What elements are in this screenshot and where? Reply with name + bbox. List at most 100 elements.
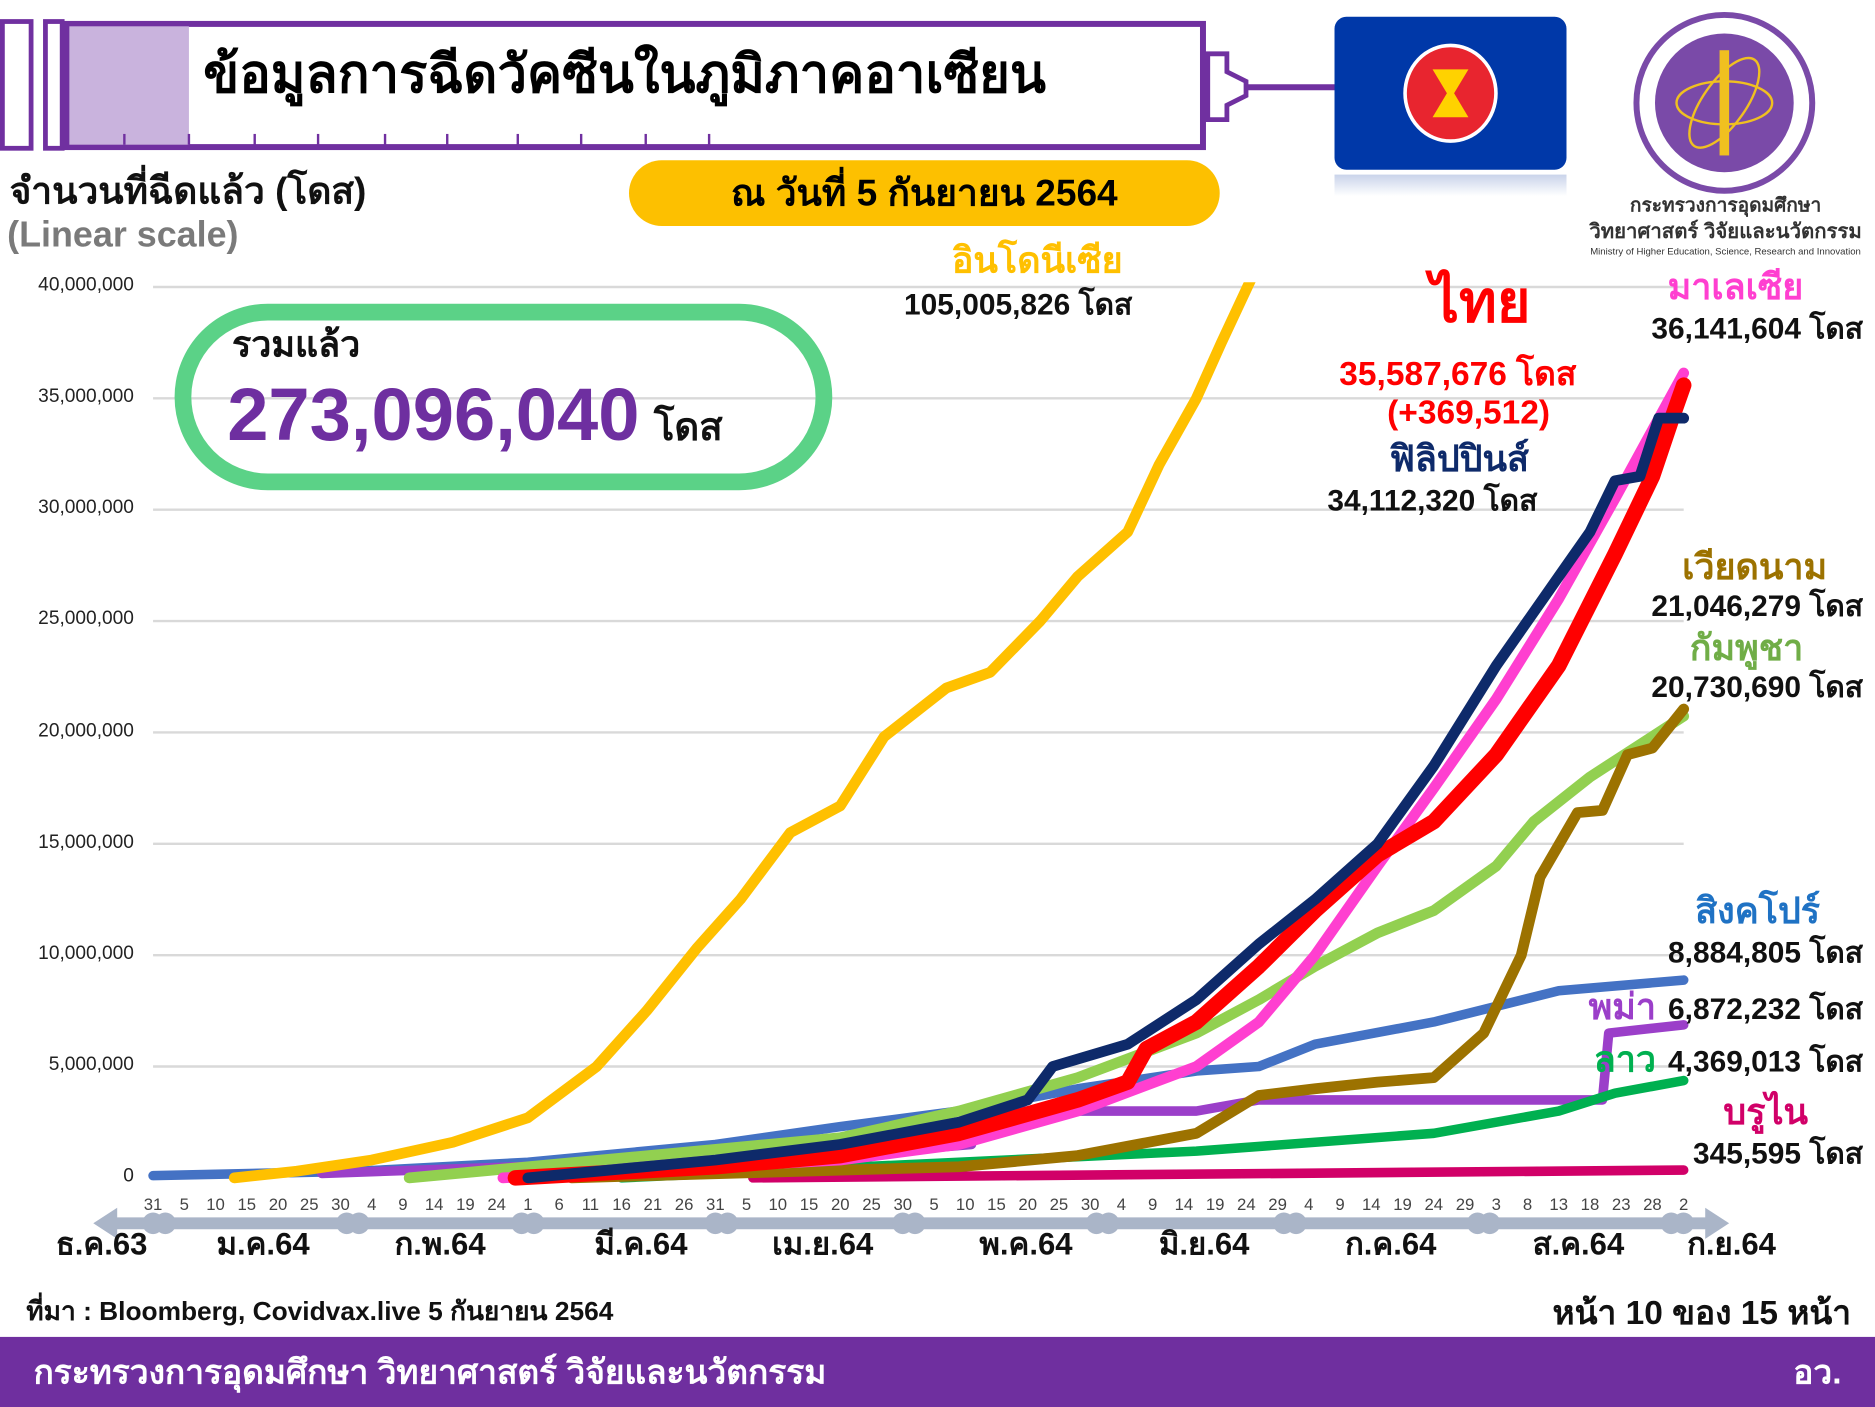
month-divider-dot: [348, 1212, 370, 1235]
day-tick-label: 31: [144, 1195, 163, 1214]
footer-org-short: อว.: [1793, 1353, 1842, 1391]
day-tick-label: 31: [706, 1195, 725, 1214]
month-label: มิ.ย.64: [1158, 1225, 1250, 1262]
label-brunei-value-row: 345,595 โดส: [1693, 1138, 1863, 1171]
label-laos-name: ลาว: [1593, 1040, 1657, 1080]
label-philippines-name: ฟิลิปปินส์: [1389, 440, 1529, 480]
series-line-vietnam: [566, 703, 1690, 1184]
month-label: ธ.ค.63: [55, 1225, 148, 1262]
label-indonesia-name: อินโดนีเซีย: [951, 241, 1123, 282]
month-divider-dot: [1097, 1212, 1120, 1235]
label-vietnam-name-row: เวียดนาม: [1682, 548, 1827, 587]
day-tick-label: 3: [1492, 1195, 1501, 1214]
day-tick-label: 16: [612, 1195, 631, 1214]
label-thailand-name: ไทย: [1430, 271, 1531, 335]
day-tick-label: 5: [180, 1195, 189, 1214]
series-line-cambodia: [403, 710, 1690, 1184]
month-label: ม.ค.64: [216, 1225, 310, 1262]
date-badge: ณ วันที่ 5 กันยายน 2564: [628, 160, 1220, 227]
month-divider-dot: [1672, 1212, 1695, 1235]
label-brunei-name-row: บรูไน: [1723, 1093, 1808, 1132]
label-philippines-value: 34,112,320 โดส: [1327, 484, 1538, 518]
day-tick-label: 14: [1362, 1195, 1381, 1214]
month-label: เม.ย.64: [772, 1225, 874, 1262]
day-tick-label: 25: [300, 1195, 319, 1214]
label-malaysia-name: มาเลเซีย: [1667, 267, 1804, 308]
footer-bar: [0, 1336, 1875, 1407]
page-title: ข้อมูลการฉีดวัคซีนในภูมิภาคอาเซียน: [203, 45, 1046, 105]
day-tick-label: 9: [1148, 1195, 1157, 1214]
ministry-name-th-1: กระทรวงการอุดมศึกษา: [1629, 196, 1822, 217]
label-singapore-name: สิงคโปร์: [1695, 892, 1821, 932]
day-tick-label: 25: [862, 1195, 881, 1214]
month-divider-dot: [1285, 1212, 1307, 1235]
day-tick-label: 30: [1081, 1195, 1100, 1214]
asean-flag: [1334, 16, 1567, 170]
timeline-arrow-right-icon: [1705, 1207, 1730, 1239]
label-malaysia-value-row: 36,141,604 โดส: [1651, 313, 1863, 346]
day-tick-label: 6: [554, 1195, 563, 1214]
day-tick-label: 15: [237, 1195, 256, 1214]
series-line-malaysia: [497, 367, 1690, 1184]
day-tick-label: 21: [644, 1195, 663, 1214]
label-laos-row: ลาว 4,369,013 โดส: [1594, 1040, 1863, 1079]
day-tick-label: 30: [331, 1195, 350, 1214]
day-tick-label: 14: [1175, 1195, 1194, 1214]
day-tick-label: 18: [1581, 1195, 1600, 1214]
month-divider-dot: [904, 1212, 926, 1235]
syringe-graphic: [0, 19, 1337, 151]
day-tick-label: 9: [1335, 1195, 1344, 1214]
footer-org: กระทรวงการอุดมศึกษา วิทยาศาสตร์ วิจัยและ…: [33, 1353, 827, 1391]
ministry-name-en: Ministry of Higher Education, Science, R…: [1590, 246, 1861, 258]
day-tick-label: 5: [742, 1195, 751, 1214]
month-divider-dot: [523, 1212, 545, 1235]
label-vietnam-value: 21,046,279 โดส: [1651, 589, 1864, 624]
day-tick-label: 20: [269, 1195, 288, 1214]
day-tick-label: 8: [1523, 1195, 1532, 1214]
label-malaysia-value: 36,141,604 โดส: [1651, 312, 1864, 346]
label-singapore-value: 8,884,805 โดส: [1668, 936, 1864, 970]
page-number: หน้า 10 ของ 15 หน้า: [1552, 1293, 1852, 1331]
day-tick-label: 4: [367, 1195, 376, 1214]
month-label: ส.ค.64: [1532, 1225, 1625, 1262]
label-cambodia-name: กัมพูชา: [1689, 628, 1804, 669]
label-laos-value: 4,369,013 โดส: [1668, 1045, 1864, 1079]
day-tick-label: 1: [523, 1195, 532, 1214]
day-tick-label: 24: [1424, 1195, 1443, 1214]
label-malaysia-name-row: มาเลเซีย: [1668, 268, 1804, 307]
label-singapore-name-row: สิงคโปร์: [1695, 892, 1820, 931]
label-myanmar-value: 6,872,232 โดส: [1668, 992, 1864, 1026]
y-axis-title: จำนวนที่ฉีดแล้ว (โดส): [9, 169, 367, 212]
day-tick-label: 20: [831, 1195, 850, 1214]
y-tick-label: 30,000,000: [38, 497, 134, 519]
series-line-philippines: [522, 412, 1690, 1184]
label-myanmar-row: พม่า 6,872,232 โดส: [1589, 988, 1863, 1027]
label-cambodia-name-row: กัมพูชา: [1690, 629, 1804, 668]
label-thailand-increase: (+369,512): [1387, 393, 1551, 431]
y-tick-label: 20,000,000: [38, 720, 134, 741]
day-tick-label: 26: [675, 1195, 694, 1214]
day-tick-label: 10: [768, 1195, 787, 1214]
day-tick-label: 4: [1304, 1195, 1313, 1214]
day-tick-label: 9: [398, 1195, 407, 1214]
month-divider-dot: [154, 1212, 177, 1235]
y-tick-label: 0: [123, 1165, 134, 1187]
month-divider-dot: [1478, 1212, 1501, 1235]
flag-reflection: [1334, 174, 1567, 197]
label-brunei-value: 345,595 โดส: [1692, 1137, 1864, 1171]
day-tick-label: 15: [800, 1195, 819, 1214]
total-label: รวมแล้ว: [231, 325, 361, 365]
day-tick-label: 10: [206, 1195, 225, 1214]
label-thailand-value: 35,587,676 โดส: [1339, 355, 1577, 393]
label-indonesia-value: 105,005,826 โดส: [904, 288, 1133, 322]
day-tick-label: 13: [1549, 1195, 1568, 1214]
day-tick-label: 14: [425, 1195, 444, 1214]
day-tick-label: 15: [987, 1195, 1006, 1214]
day-tick-label: 4: [1117, 1195, 1126, 1214]
month-label: ก.ค.64: [1344, 1225, 1437, 1262]
day-tick-label: 24: [487, 1195, 506, 1214]
day-tick-label: 28: [1643, 1195, 1662, 1214]
label-cambodia-value-row: 20,730,690 โดส: [1651, 671, 1863, 705]
y-tick-label: 40,000,000: [38, 275, 134, 296]
